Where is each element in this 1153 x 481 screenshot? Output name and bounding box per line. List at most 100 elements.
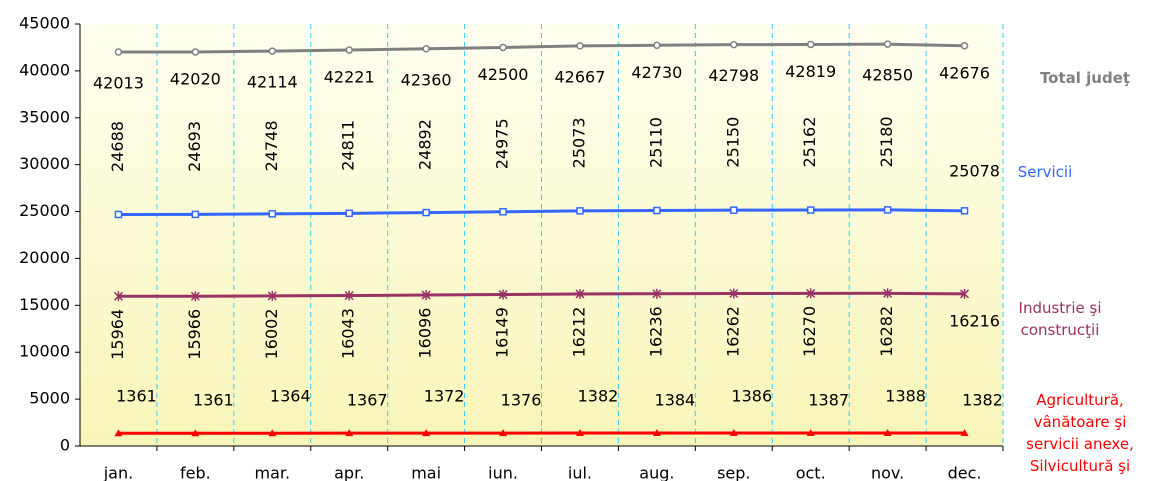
marker — [268, 210, 277, 218]
data-label: 42114 — [247, 73, 298, 92]
marker — [883, 428, 892, 436]
marker — [499, 43, 507, 52]
marker — [652, 429, 661, 437]
marker — [883, 40, 892, 48]
data-label: 42850 — [862, 66, 913, 85]
marker — [575, 429, 584, 437]
data-label: 25162 — [800, 117, 819, 168]
marker — [499, 208, 507, 216]
x-tick-label: mai — [411, 464, 441, 481]
marker — [653, 206, 661, 215]
data-label: 1388 — [885, 386, 926, 405]
data-label: 24811 — [339, 120, 358, 171]
y-tick-label: 40000 — [19, 60, 70, 79]
data-label: 15966 — [185, 309, 204, 360]
x-tick-label: nov. — [871, 464, 904, 481]
data-label: 42221 — [324, 68, 375, 87]
data-label: 25073 — [569, 117, 588, 168]
data-label: 16282 — [877, 306, 896, 357]
marker — [806, 206, 815, 214]
marker — [190, 291, 200, 302]
marker — [114, 48, 123, 56]
y-tick-label: 5000 — [29, 389, 70, 408]
series-name: Total judeţ — [1039, 69, 1131, 87]
data-label: 1372 — [424, 387, 465, 406]
data-label: 24892 — [416, 119, 435, 170]
data-label: 1384 — [655, 391, 696, 410]
y-tick-label: 10000 — [19, 342, 70, 361]
marker — [960, 429, 969, 437]
marker — [806, 428, 815, 436]
x-tick-label: iun. — [488, 464, 518, 481]
x-tick-label: iul. — [568, 464, 592, 481]
data-label: 1361 — [193, 391, 234, 410]
marker — [114, 210, 123, 219]
marker — [191, 210, 200, 219]
x-tick-label: sep. — [717, 464, 750, 481]
data-label: 42667 — [555, 67, 606, 86]
series-line — [118, 291, 965, 298]
series-name: Agricultură, vânătoare şi servicii anexe… — [1026, 391, 1134, 481]
x-tick-label: aug. — [639, 464, 674, 481]
marker — [806, 288, 816, 299]
data-label: 24975 — [493, 118, 512, 169]
marker — [345, 429, 354, 437]
x-tick-label: dec. — [948, 464, 982, 481]
y-tick-label: 30000 — [19, 154, 70, 173]
data-label: 24693 — [185, 121, 204, 172]
data-label: 25110 — [646, 117, 665, 168]
marker — [652, 288, 662, 299]
marker — [268, 47, 277, 55]
x-tick-label: apr. — [334, 464, 364, 481]
marker — [576, 207, 584, 215]
data-label: 1387 — [808, 390, 849, 409]
data-label: 1382 — [578, 387, 619, 406]
y-tick-label: 15000 — [19, 295, 70, 314]
y-tick-label: 25000 — [19, 201, 70, 220]
data-label: 15964 — [108, 309, 127, 360]
data-label: 16096 — [416, 308, 435, 359]
data-label: 25150 — [723, 117, 742, 168]
y-tick-label: 20000 — [19, 248, 70, 267]
marker — [344, 290, 354, 301]
marker — [422, 45, 430, 53]
data-label: 16149 — [493, 307, 512, 358]
marker — [960, 288, 970, 299]
data-label: 42819 — [785, 62, 836, 81]
marker — [421, 290, 431, 301]
data-label: 24748 — [262, 120, 281, 171]
series-name: Industrie şi construcţii — [1018, 299, 1102, 339]
marker — [114, 429, 123, 437]
data-label: 42020 — [170, 69, 221, 88]
series-name: Servicii — [1017, 163, 1073, 181]
marker — [730, 40, 738, 49]
data-label: 42013 — [93, 74, 144, 93]
marker — [499, 429, 508, 437]
marker — [883, 206, 892, 214]
marker — [575, 288, 585, 299]
y-tick-label: 35000 — [19, 107, 70, 126]
data-label: 16002 — [262, 308, 281, 359]
series-line — [118, 42, 965, 54]
data-label: 42798 — [708, 66, 759, 85]
marker — [191, 429, 200, 437]
data-label: 16043 — [339, 308, 358, 359]
marker — [191, 48, 200, 56]
x-tick-label: oct. — [796, 464, 826, 481]
marker — [422, 208, 430, 217]
data-label: 1386 — [731, 387, 772, 406]
data-label: 1361 — [116, 387, 157, 406]
data-label: 42730 — [631, 63, 682, 82]
marker — [576, 42, 584, 50]
marker — [422, 429, 431, 437]
data-label: 1382 — [962, 391, 1003, 410]
data-label: 16270 — [800, 306, 819, 357]
data-label: 42360 — [401, 70, 452, 89]
y-tick-label: 0 — [60, 436, 70, 455]
marker — [883, 288, 893, 299]
marker — [268, 429, 277, 437]
data-label: 25180 — [877, 116, 896, 167]
x-tick-label: mar. — [254, 464, 290, 481]
marker — [960, 42, 969, 50]
